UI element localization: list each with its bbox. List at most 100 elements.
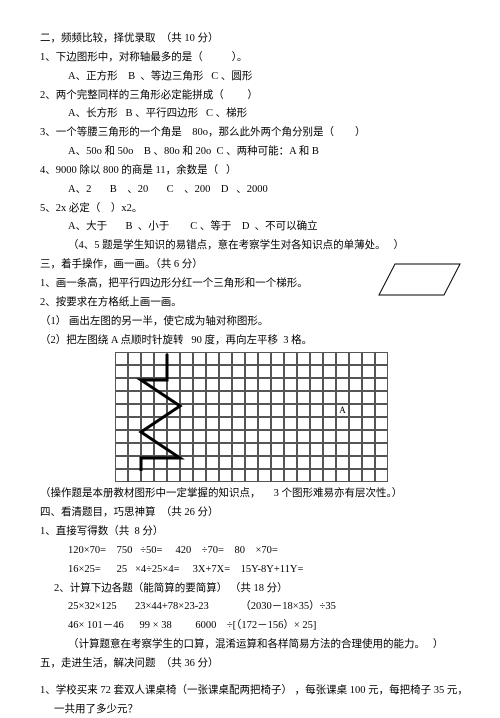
grid-cell (193, 430, 206, 443)
q5-1a: 一共用了多少元？ (40, 701, 465, 718)
grid-cell (271, 365, 284, 378)
grid-cell (258, 456, 271, 469)
q5-note: （4、5 题是学生知识的易错点，意在考察学生对各知识点的单薄处。 ） (40, 237, 465, 255)
grid-cell (336, 365, 349, 378)
grid-cell (206, 378, 219, 391)
grid-cell (167, 469, 180, 482)
grid-cell (232, 417, 245, 430)
grid-cell (128, 391, 141, 404)
grid-cell (141, 456, 154, 469)
grid-cell (245, 443, 258, 456)
grid-cell (193, 443, 206, 456)
grid-cell (349, 430, 362, 443)
q3-2-1: （1） 画出左图的另一半，使它成为轴对称图形。 (40, 313, 465, 331)
q4-1b: 16×25= 25 ×4÷25×4= 3X+7X= 15Y-8Y+11Y= (40, 561, 465, 579)
grid-cell (128, 430, 141, 443)
grid-cell (375, 417, 388, 430)
q4-1a: 120×70= 750 ÷50= 420 ÷70= 80 ×70= (40, 542, 465, 560)
grid-cell (232, 443, 245, 456)
grid-cell (323, 430, 336, 443)
grid-cell (180, 365, 193, 378)
grid-cell (245, 417, 258, 430)
grid-cell (219, 404, 232, 417)
grid-cell (128, 378, 141, 391)
q1-options: A、正方形 B 、等边三角形 C 、圆形 (40, 68, 465, 86)
grid-cell (206, 417, 219, 430)
grid-cell (271, 404, 284, 417)
grid-cell (323, 456, 336, 469)
grid-cell (180, 352, 193, 365)
section-5-heading: 五，走进生活，解决问题 （共 36 分） (40, 655, 465, 673)
grid-cell (271, 417, 284, 430)
grid-cell (232, 391, 245, 404)
grid-cell (362, 456, 375, 469)
grid-cell (349, 378, 362, 391)
grid-cell (193, 378, 206, 391)
q5-1: 1、学校买来 72 套双人课桌椅（一张课桌配两把椅子） ，每张课桌 100 元，… (40, 682, 465, 700)
q4-2a: 25×32×125 23×44+78×23-23 （2030－18×35）÷35 (40, 598, 465, 616)
grid-cell (167, 456, 180, 469)
grid-cell (128, 352, 141, 365)
grid-cell (206, 404, 219, 417)
grid-cell (232, 456, 245, 469)
grid-figure: A (115, 352, 465, 482)
grid-cell (375, 443, 388, 456)
grid-cell (180, 378, 193, 391)
grid-cell (115, 365, 128, 378)
grid-cell (297, 378, 310, 391)
grid-cell (115, 456, 128, 469)
q2: 2、两个完整同样的三角形必定能拼成（ ） (40, 87, 465, 105)
grid-cell (154, 456, 167, 469)
grid-cell (245, 404, 258, 417)
grid-cell (336, 378, 349, 391)
grid-cell (310, 443, 323, 456)
grid-cell (258, 443, 271, 456)
grid-cell (115, 443, 128, 456)
grid-cell (284, 378, 297, 391)
grid-cell (362, 391, 375, 404)
section-4-heading: 四、看清题目，巧思神算 （共 26 分） (40, 504, 465, 522)
grid-cell (349, 443, 362, 456)
grid-cell (271, 378, 284, 391)
q1: 1、下边图形中，对称轴最多的是（ ）。 (40, 49, 465, 67)
grid-cell (323, 404, 336, 417)
grid-cell (310, 378, 323, 391)
grid-cell (128, 417, 141, 430)
grid-cell (219, 443, 232, 456)
grid-cell (245, 352, 258, 365)
grid-cell (167, 417, 180, 430)
grid-cell (206, 391, 219, 404)
grid-cell (375, 404, 388, 417)
grid-cell (336, 352, 349, 365)
grid-cell (362, 430, 375, 443)
grid-cell (323, 417, 336, 430)
grid-cell (310, 404, 323, 417)
grid-cell (375, 469, 388, 482)
grid-cell (297, 443, 310, 456)
grid-cell (349, 404, 362, 417)
grid-cell (284, 352, 297, 365)
grid-cell (284, 365, 297, 378)
grid-cell (141, 417, 154, 430)
grid-cell (206, 443, 219, 456)
grid-cell (323, 469, 336, 482)
grid-cell (193, 417, 206, 430)
grid-cell (297, 352, 310, 365)
grid-cell (141, 378, 154, 391)
grid-cell (271, 430, 284, 443)
grid-cell (310, 365, 323, 378)
grid-cell (297, 469, 310, 482)
grid-cell (349, 365, 362, 378)
grid-cell (219, 365, 232, 378)
grid-cell (154, 352, 167, 365)
grid-cell (219, 456, 232, 469)
grid-cell (115, 430, 128, 443)
grid-cell (245, 391, 258, 404)
grid-cell (258, 365, 271, 378)
grid-cell (128, 456, 141, 469)
grid-cell (336, 469, 349, 482)
grid-cell (310, 417, 323, 430)
grid-cell (206, 430, 219, 443)
grid-cell (297, 417, 310, 430)
grid-cell (206, 456, 219, 469)
